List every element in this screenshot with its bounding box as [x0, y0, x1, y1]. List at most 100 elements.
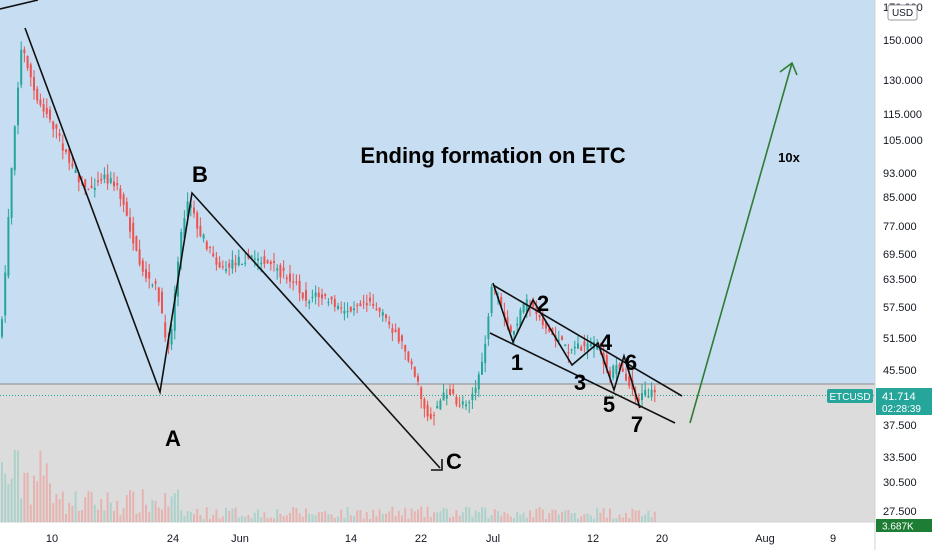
candle-body — [212, 253, 215, 257]
candle-body — [26, 55, 29, 69]
candle-body — [461, 401, 464, 405]
candle-body — [71, 163, 74, 167]
volume-bars — [1, 449, 656, 522]
volume-bar — [167, 506, 170, 522]
volume-bar — [356, 510, 359, 522]
volume-bar — [29, 504, 32, 522]
candle-body — [295, 281, 298, 283]
volume-bar — [353, 516, 355, 522]
volume-bar — [397, 510, 400, 522]
candle-body — [263, 256, 266, 264]
volume-bar — [52, 503, 55, 522]
volume-bar — [314, 515, 317, 522]
time-tick-label: 24 — [167, 533, 179, 545]
candle-body — [545, 321, 547, 329]
volume-bar — [196, 508, 199, 522]
volume-bar — [170, 496, 173, 522]
volume-bar — [410, 508, 413, 522]
volume-bar — [42, 475, 45, 522]
volume-bar — [426, 506, 429, 522]
volume-bar — [519, 514, 522, 522]
candle-body — [541, 318, 544, 325]
price-tick-label: 93.000 — [883, 168, 917, 180]
candle-body — [573, 346, 576, 349]
candle-body — [337, 305, 339, 310]
volume-bar — [468, 507, 471, 522]
candle-body — [609, 370, 611, 377]
volume-bar — [77, 510, 80, 522]
candle-body — [513, 331, 515, 335]
volume-bar — [189, 512, 192, 522]
candle-body — [285, 277, 288, 280]
volume-bar — [7, 484, 10, 522]
volume-bar — [455, 510, 458, 522]
volume-bar — [282, 516, 285, 522]
candle-body — [362, 301, 365, 303]
volume-bar — [429, 517, 432, 522]
volume-bar — [404, 507, 407, 522]
candle-body — [231, 259, 234, 269]
volume-bar — [391, 506, 394, 522]
candle-body — [90, 185, 93, 189]
volume-bar — [337, 516, 339, 522]
candle-body — [439, 400, 442, 410]
volume-bar — [327, 514, 330, 522]
wave-label-6: 6 — [625, 350, 637, 375]
volume-bar — [17, 450, 19, 522]
target-arrow-shaft — [689, 62, 793, 424]
volume-bar — [561, 511, 563, 522]
volume-bar — [612, 518, 615, 522]
candle-body — [237, 256, 240, 266]
candle-body — [84, 179, 87, 188]
volume-bar — [212, 515, 215, 522]
volume-bar — [247, 515, 250, 522]
volume-bar — [20, 498, 23, 522]
candle-body — [298, 280, 301, 294]
candle-body — [580, 346, 583, 351]
volume-bar — [90, 492, 93, 522]
volume-bar — [497, 511, 499, 522]
candle-body — [381, 312, 384, 316]
candle-body — [564, 344, 567, 346]
volume-bar — [301, 516, 304, 522]
candle-body — [141, 260, 144, 272]
volume-bar — [474, 510, 477, 522]
currency-box[interactable] — [887, 4, 918, 21]
volume-bar — [266, 518, 269, 522]
candle-body — [33, 76, 35, 91]
candle-body — [407, 351, 410, 362]
candle-body — [20, 49, 23, 85]
time-tick-label: 10 — [46, 533, 58, 545]
candle-body — [522, 303, 525, 313]
volume-bar — [103, 510, 106, 522]
volume-bar — [349, 515, 352, 522]
volume-bar — [615, 518, 618, 522]
wedge-upper-line — [492, 284, 683, 397]
candle-body — [356, 304, 359, 306]
wave-abc-line — [24, 27, 441, 469]
volume-bar — [289, 512, 291, 522]
volume-bar — [285, 515, 288, 522]
volume-bar — [503, 512, 506, 522]
volume-bar — [535, 508, 538, 522]
volume-bar — [602, 508, 605, 522]
candle-body — [305, 290, 307, 301]
volume-bar — [81, 509, 83, 522]
candle-body — [257, 258, 259, 261]
candle-body — [359, 303, 362, 307]
volume-bar — [129, 490, 131, 522]
candle-body — [570, 349, 573, 351]
price-tick-label: 45.500 — [883, 365, 917, 377]
volume-bar — [625, 512, 627, 522]
candle-body — [23, 49, 26, 53]
price-tick-label: 33.500 — [883, 452, 917, 464]
candle-body — [618, 363, 621, 370]
candle-body — [445, 395, 448, 399]
candle-body — [516, 323, 519, 326]
volume-bar — [417, 509, 419, 522]
volume-bar — [516, 511, 519, 522]
volume-bar — [87, 491, 90, 522]
volume-bar — [442, 507, 445, 522]
candle-body — [196, 212, 199, 229]
volume-bar — [378, 509, 381, 522]
